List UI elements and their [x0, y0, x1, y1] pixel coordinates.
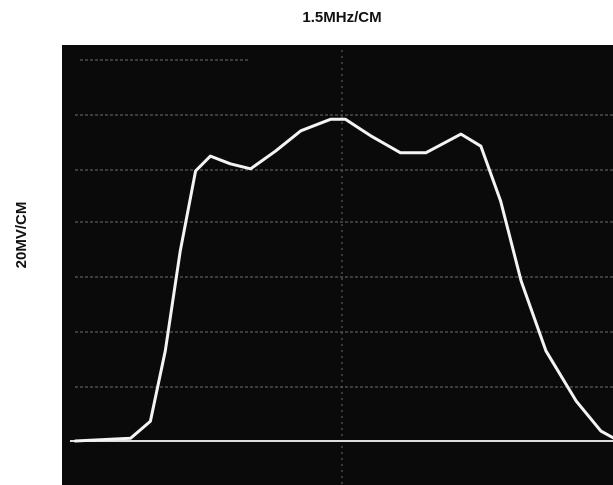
y-axis-label: 20MV/CM [13, 202, 30, 269]
scope-photo: 1.5MHz/CM 20MV/CM [0, 0, 613, 485]
scope-screen [62, 45, 613, 485]
chart-title: 1.5MHz/CM [302, 9, 381, 26]
